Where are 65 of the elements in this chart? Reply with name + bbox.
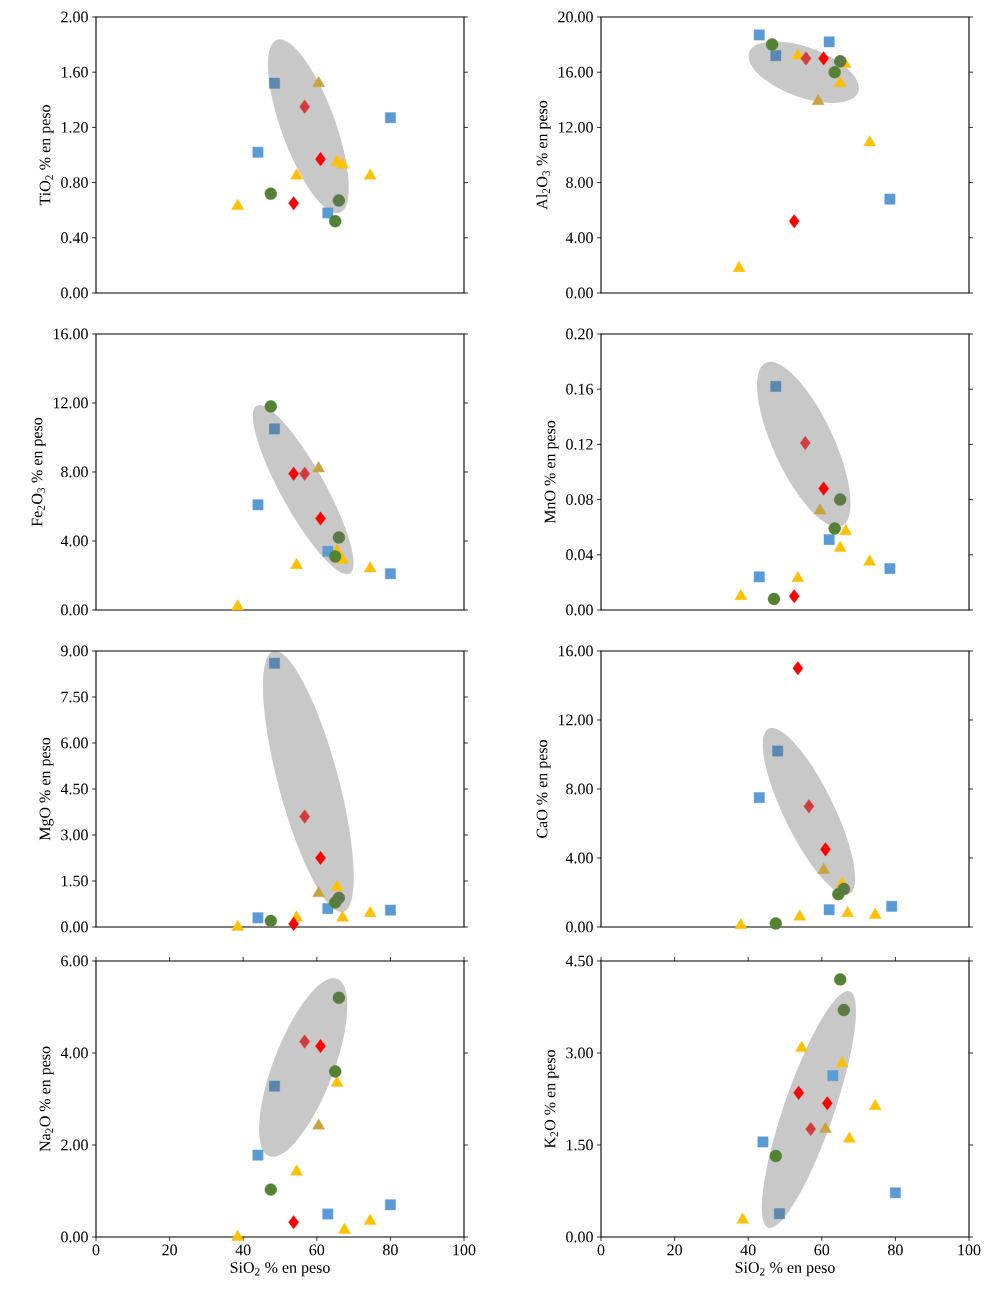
y-tick-label: 0.12 [565,438,593,450]
y-tick-label: 16.00 [558,645,593,657]
x-tick-label: 20 [162,1244,177,1256]
y-tick-label: 0.00 [60,604,88,616]
y-tick-label: 0.00 [565,1231,593,1243]
y-tick-label: 8.00 [565,177,593,189]
y-tick-label: 1.60 [61,66,88,78]
y-tick-label: 0.16 [565,383,593,395]
y-tick-label: 0.40 [60,232,88,244]
y-axis-title: MgO % en peso [39,737,54,841]
x-axis-title: SiO$_{2}$ % en peso [735,1262,835,1277]
y-axis-title: Al$_{2}$O$_{3}$ % en peso [535,100,551,210]
y-tick-label: 16.00 [53,328,88,340]
y-tick-label: 0.00 [565,287,593,299]
x-tick-label: 40 [740,1244,756,1256]
y-axis-title: TiO$_{2}$ % en peso [39,105,54,206]
y-tick-label: 0.00 [565,604,593,616]
x-tick-label: 20 [667,1244,682,1256]
y-tick-label: 20.00 [558,11,593,23]
y-tick-label: 8.00 [565,783,593,795]
x-tick-label: 60 [814,1244,830,1256]
y-tick-label: 12.00 [558,714,593,726]
y-tick-label: 0.00 [60,921,88,933]
x-tick-label: 80 [382,1244,398,1256]
y-tick-label: 16.00 [558,66,593,78]
y-tick-label: 12.00 [53,397,88,409]
y-tick-label: 7.50 [61,691,88,703]
x-tick-label: 40 [235,1244,251,1256]
y-tick-label: 3.00 [61,829,88,841]
y-tick-label: 0.00 [60,1231,88,1243]
y-tick-label: 4.00 [60,535,88,547]
x-tick-label: 80 [887,1244,903,1256]
y-tick-label: 4.00 [565,232,593,244]
y-tick-label: 6.00 [61,737,88,749]
y-tick-label: 0.20 [565,328,593,340]
y-tick-label: 4.00 [565,852,593,864]
y-tick-label: 1.50 [566,1139,593,1151]
y-tick-label: 0.00 [60,287,88,299]
x-tick-label: 0 [92,1244,100,1256]
y-tick-label: 1.50 [61,875,88,887]
y-tick-label: 0.00 [565,921,593,933]
x-tick-label: 100 [453,1244,476,1256]
y-tick-label: 8.00 [60,466,88,478]
x-axis-title: SiO$_{2}$ % en peso [230,1262,330,1277]
x-tick-label: 60 [309,1244,325,1256]
y-tick-label: 4.00 [60,1047,88,1059]
y-axis-title: MnO % en peso [544,420,559,524]
y-tick-label: 1.20 [61,121,88,133]
y-tick-label: 9.00 [60,645,88,657]
y-axis-title: Fe$_{2}$O$_{3}$ % en peso [31,417,46,527]
y-tick-label: 0.80 [60,177,88,189]
y-tick-label: 0.04 [565,549,594,561]
y-axis-title: CaO % en peso [536,740,551,838]
y-tick-label: 2.00 [61,1139,88,1151]
y-tick-label: 4.50 [565,955,593,967]
y-tick-label: 4.50 [60,783,88,795]
y-axis-title: K$_{2}$O % en peso [544,1050,559,1149]
x-tick-label: 100 [958,1244,981,1256]
y-tick-label: 12.00 [558,121,593,133]
y-tick-label: 3.00 [566,1047,593,1059]
y-tick-label: 0.08 [565,494,593,506]
x-tick-label: 0 [597,1244,605,1256]
y-tick-label: 6.00 [61,955,88,967]
y-axis-title: Na$_{2}$O % en peso [39,1046,54,1152]
y-tick-label: 2.00 [61,11,88,23]
